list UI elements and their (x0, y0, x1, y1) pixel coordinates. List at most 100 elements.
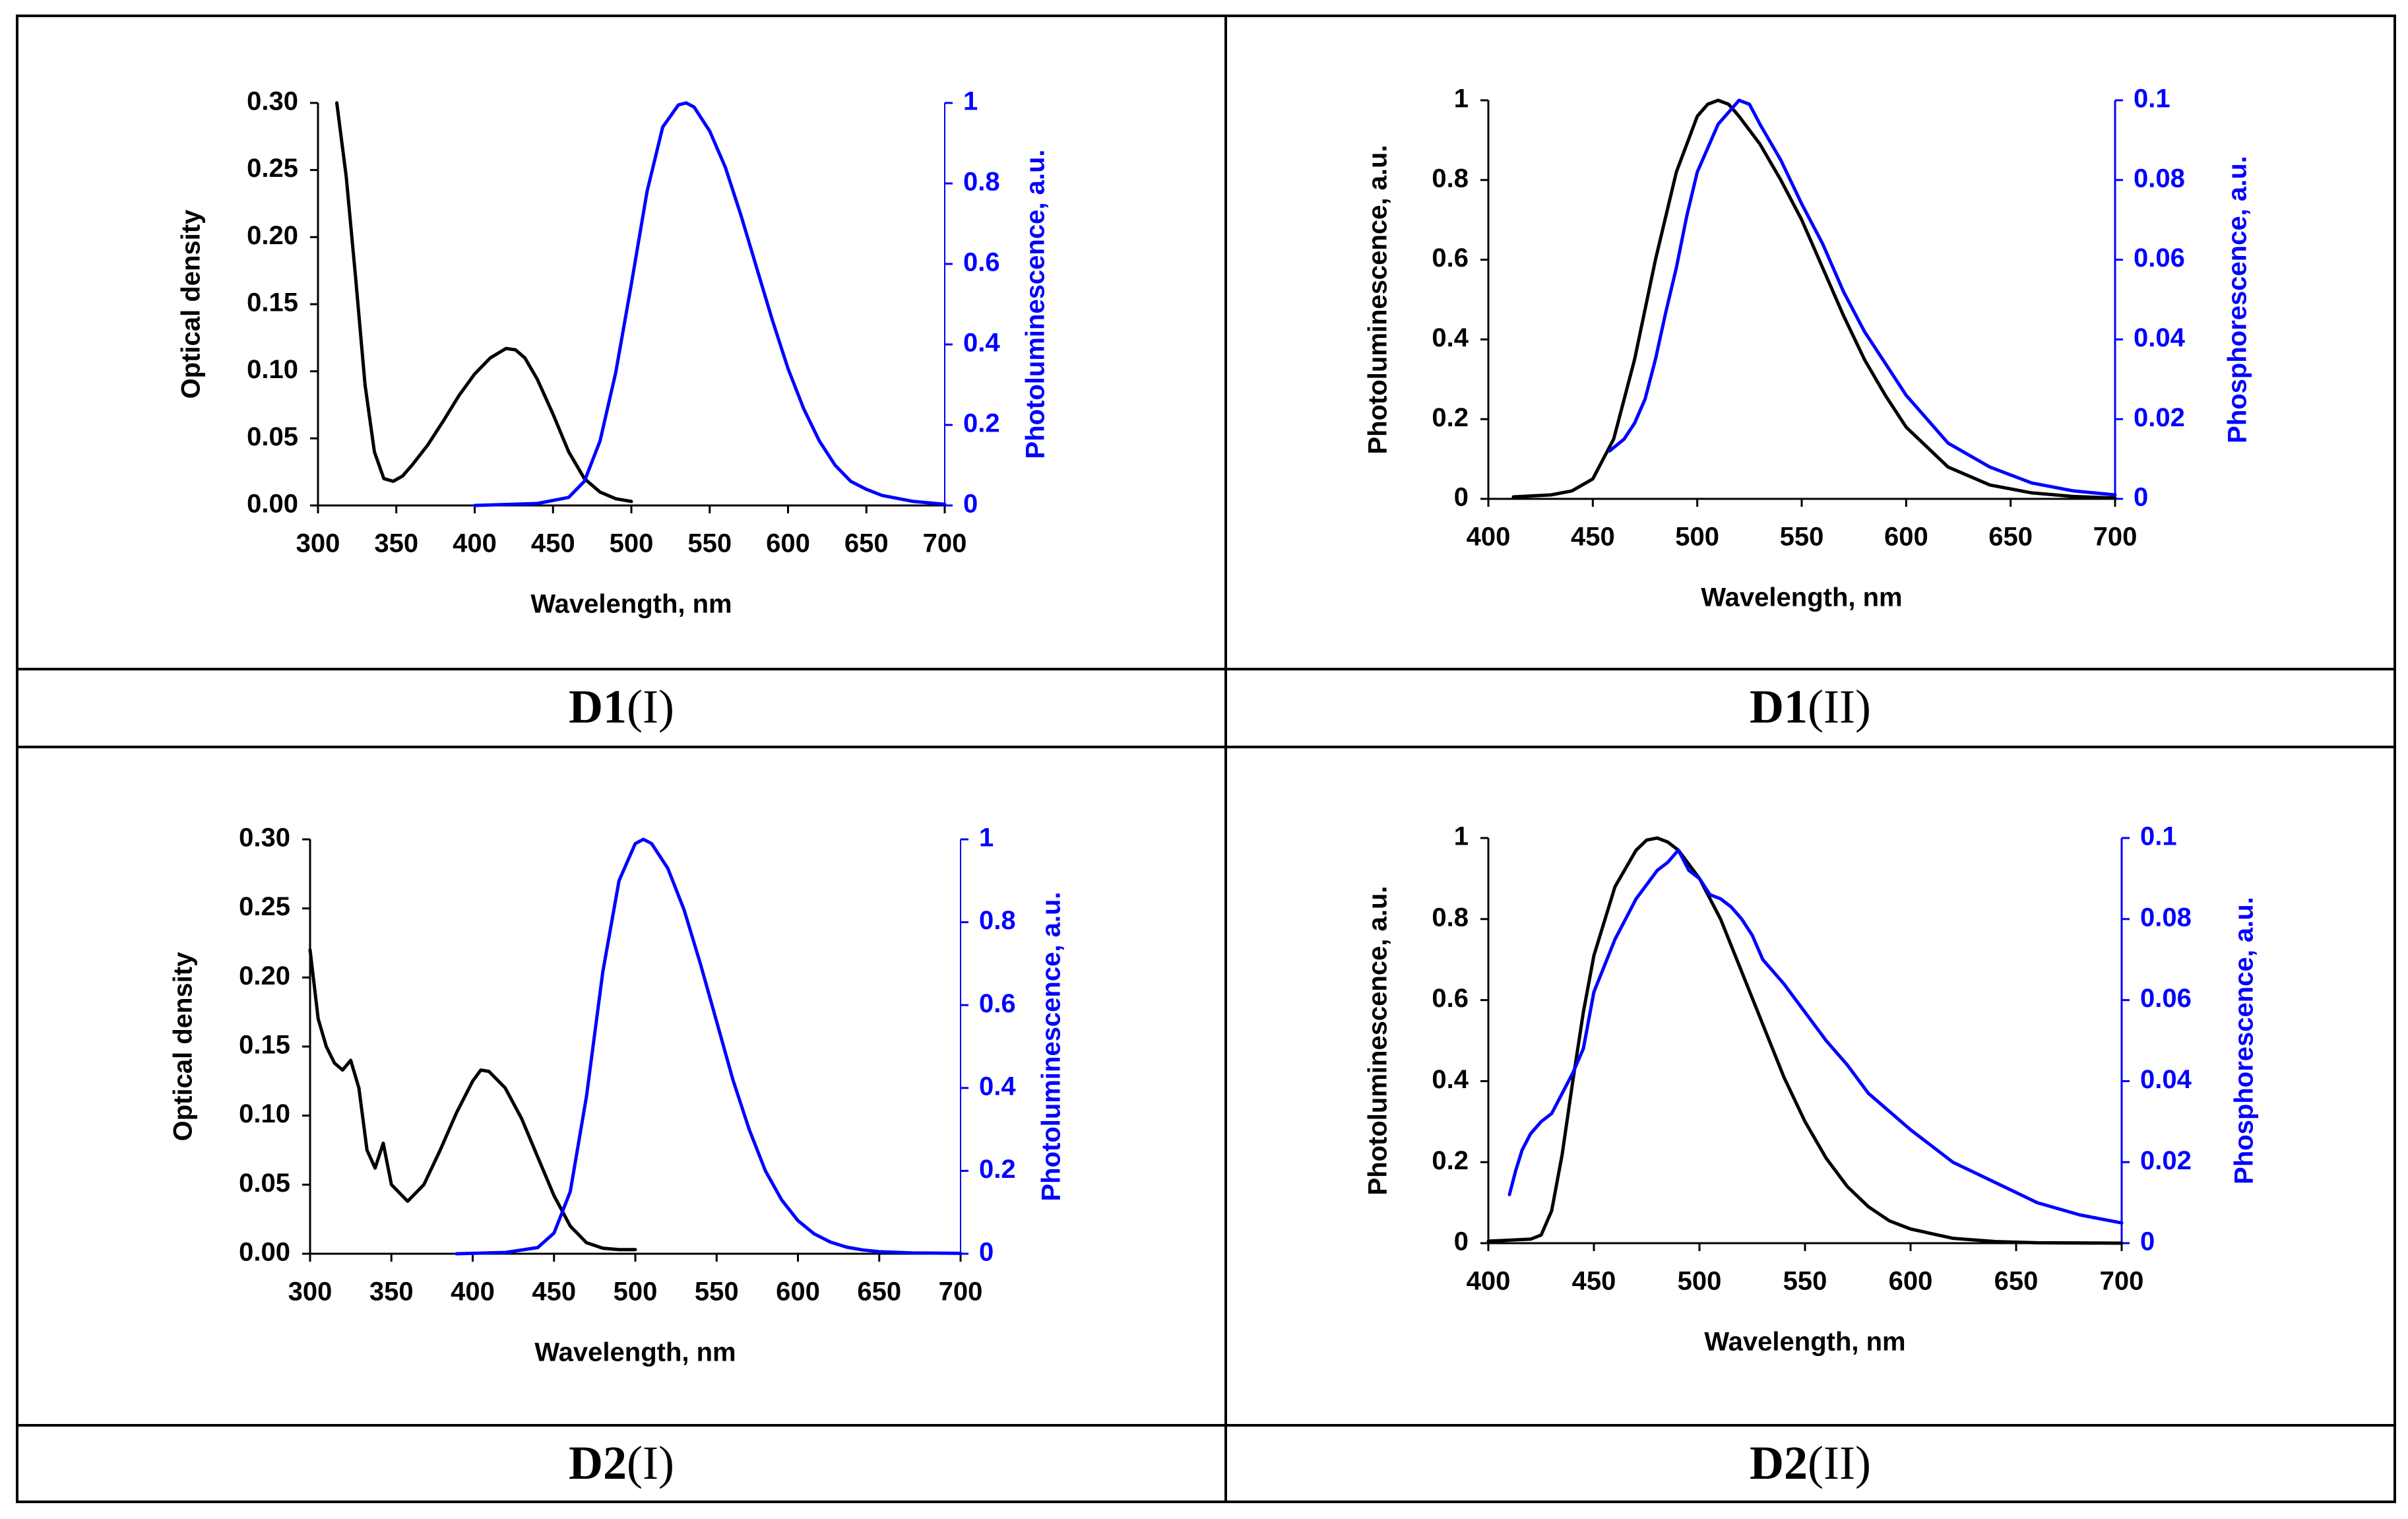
chart-d1-i-xtick-label: 600 (766, 529, 810, 558)
chart-d2-ii-y2tick-label: 0.06 (2140, 984, 2192, 1013)
chart-d1-i-y2tick-label: 0 (963, 490, 978, 519)
chart-d2-i-ytick-label: 0.15 (239, 1031, 290, 1060)
chart-d1-ii-series-right-line (1608, 98, 2117, 497)
chart-d1-ii-xtick-label: 450 (1571, 523, 1615, 552)
chart-d1-ii-xtick-label: 650 (1988, 523, 2033, 552)
caption-d2-i-bold: D2 (569, 1436, 627, 1489)
chart-d1-ii-xlabel: Wavelength, nm (1701, 583, 1902, 612)
caption-d1-i-bold: D1 (569, 680, 627, 733)
chart-d1-i-xlabel: Wavelength, nm (530, 590, 732, 619)
chart-d1-i-series-right-line (473, 101, 947, 507)
chart-d2-ii-ytick-label: 0.6 (1432, 984, 1469, 1013)
chart-d2-ii-xtick-label: 700 (2100, 1267, 2144, 1296)
caption-d1-ii: D1 (II) (1227, 670, 2393, 743)
chart-d2-ii-y2tick-label: 0.08 (2140, 903, 2192, 932)
caption-d2-ii: D2 (II) (1227, 1427, 2393, 1499)
chart-d2-i-xtick-label: 400 (451, 1277, 495, 1307)
chart-d2-i-xtick-label: 300 (288, 1277, 333, 1307)
chart-d1-i-ytick-label: 0.15 (247, 288, 298, 317)
caption-d1-ii-roman: (II) (1808, 680, 1871, 733)
chart-d1-i-ytick-label: 0.25 (247, 154, 298, 183)
chart-d2-ii-xtick-label: 400 (1467, 1267, 1511, 1296)
chart-d1-i-y2label: Photoluminescence, a.u. (1021, 149, 1050, 459)
caption-d2-i: D2 (I) (18, 1427, 1224, 1499)
chart-d2-ii-ytick-label: 0.2 (1432, 1146, 1469, 1175)
chart-d2-ii-y2tick-label: 0.02 (2140, 1146, 2192, 1175)
chart-d1-i-ytick-label: 0.20 (247, 221, 298, 250)
chart-d2-ii-ytick-label: 0.4 (1432, 1065, 1469, 1094)
chart-d1-i-xtick-label: 450 (531, 529, 575, 558)
chart-d2-ii-ylabel: Photoluminescence, a.u. (1364, 886, 1393, 1195)
chart-d1-i-y2tick-label: 0.8 (963, 168, 1000, 197)
chart-d2-i-y2tick-label: 0.6 (979, 989, 1016, 1018)
chart-d2-i-y2tick-label: 0 (979, 1238, 994, 1267)
chart-d1-ii-y2tick-label: 0 (2134, 483, 2148, 512)
chart-d2-i-y2label: Photoluminescence, a.u. (1037, 891, 1066, 1201)
chart-d1-ii-ylabel: Photoluminescence, a.u. (1364, 145, 1393, 454)
chart-d2-ii-ytick-label: 0 (1454, 1227, 1469, 1256)
chart-d2-ii-y2tick-label: 0.04 (2140, 1065, 2192, 1094)
chart-d2-i-xlabel: Wavelength, nm (534, 1338, 736, 1367)
chart-d1-ii-ytick-label: 0.6 (1432, 243, 1469, 273)
chart-d1-i-y2tick-label: 0.6 (963, 248, 1000, 277)
chart-d2-ii-xtick-label: 550 (1783, 1267, 1827, 1296)
chart-d2-i-xtick-label: 700 (939, 1277, 983, 1307)
chart-d2-ii-xtick-label: 500 (1678, 1267, 1722, 1296)
chart-d2-i-ytick-label: 0.05 (239, 1169, 290, 1198)
chart-d1-i-ylabel: Optical density (177, 209, 206, 399)
chart-d1-ii-ytick-label: 0.2 (1432, 403, 1469, 432)
table-border-row1 (16, 668, 2396, 670)
chart-d2-i-y2tick-label: 0.8 (979, 906, 1016, 935)
chart-d1-ii-y2tick-label: 0.1 (2134, 84, 2170, 113)
table-border-top (16, 15, 2396, 17)
caption-d1-i-roman: (I) (627, 680, 674, 733)
table-border-right (2393, 15, 2396, 1503)
chart-d1-i-xtick-label: 400 (453, 529, 497, 558)
chart-d2-ii-xtick-label: 600 (1889, 1267, 1933, 1296)
chart-d2-i-series-left-line (308, 948, 637, 1252)
chart-d2-ii-ytick-label: 0.8 (1432, 903, 1469, 932)
chart-d2-i-xtick-label: 450 (532, 1277, 576, 1307)
chart-d1-i-ytick-label: 0.05 (247, 422, 298, 451)
chart-d2-i-xtick-label: 500 (614, 1277, 658, 1307)
chart-d1-ii-y2label: Phosphorescence, a.u. (2223, 156, 2252, 443)
chart-d1-i-series-left-line (335, 101, 633, 503)
chart-d2-i-y2tick-label: 0.2 (979, 1155, 1016, 1184)
chart-d1-i-xtick-label: 700 (923, 529, 967, 558)
caption-d2-ii-bold: D2 (1750, 1436, 1808, 1489)
chart-d1-ii-xtick-label: 700 (2093, 523, 2138, 552)
chart-d1-ii-y2tick-label: 0.06 (2134, 243, 2185, 273)
chart-d2-i-xtick-label: 550 (695, 1277, 739, 1307)
chart-d1-i-y2tick-label: 0.4 (963, 329, 1000, 358)
table-border-bottom (16, 1501, 2396, 1503)
chart-d1-i-xtick-label: 350 (374, 529, 418, 558)
chart-d1-i-ytick-label: 0.30 (247, 87, 298, 116)
chart-d1-ii-xtick-label: 550 (1780, 523, 1824, 552)
chart-d1-ii-series-left-line (1511, 98, 2117, 500)
chart-d2-ii-xtick-label: 450 (1572, 1267, 1616, 1296)
chart-d2-i-xtick-label: 650 (857, 1277, 901, 1307)
chart-d2-ii-y2tick-label: 0 (2140, 1227, 2155, 1256)
chart-d2-i-ytick-label: 0.00 (239, 1238, 290, 1267)
chart-d1-ii-y2tick-label: 0.08 (2134, 164, 2185, 193)
chart-d2-i-y2tick-label: 0.4 (979, 1072, 1016, 1101)
table-border-row3 (16, 1424, 2396, 1427)
chart-d1-i-xtick-label: 550 (687, 529, 732, 558)
chart-d2-i-xtick-label: 350 (369, 1277, 414, 1307)
chart-d1-i-y2tick-label: 1 (963, 87, 978, 116)
chart-d1-i-ytick-label: 0.00 (247, 490, 298, 519)
chart-d1-ii-xtick-label: 600 (1884, 523, 1928, 552)
caption-d2-ii-roman: (II) (1808, 1436, 1871, 1489)
chart-d1-i-ytick-label: 0.10 (247, 355, 298, 384)
table-border-left (16, 15, 18, 1503)
chart-d2-ii-xlabel: Wavelength, nm (1704, 1328, 1905, 1357)
chart-d1-ii-ytick-label: 0.4 (1432, 323, 1469, 352)
chart-d2-i-series-right-line (455, 837, 963, 1256)
chart-d2-i-ytick-label: 0.10 (239, 1099, 290, 1128)
chart-d2-i-ytick-label: 0.20 (239, 961, 290, 990)
chart-d1-i-xtick-label: 650 (844, 529, 889, 558)
chart-d2-i-ylabel: Optical density (169, 952, 198, 1141)
chart-d1-ii-xtick-label: 400 (1467, 523, 1511, 552)
